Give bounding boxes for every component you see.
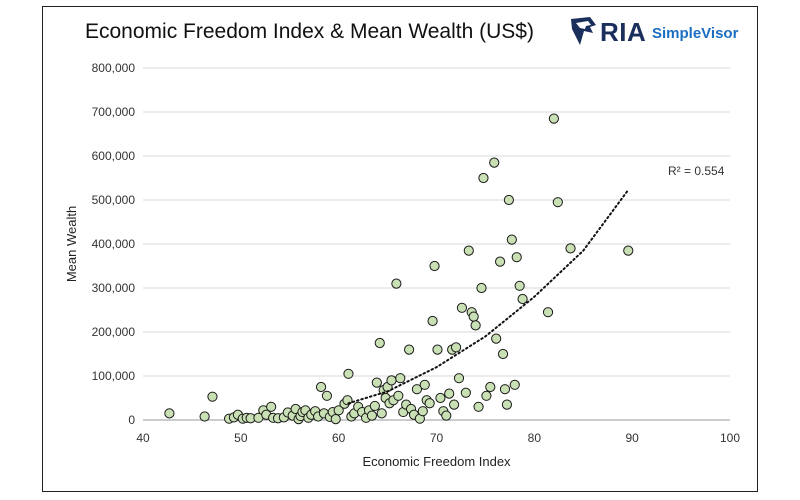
data-point <box>411 384 423 395</box>
data-point <box>542 307 554 318</box>
data-point <box>468 311 479 322</box>
data-point <box>417 406 428 417</box>
data-point <box>376 408 387 419</box>
x-tick-label: 60 <box>332 431 346 445</box>
data-point <box>501 399 513 410</box>
data-point <box>473 401 484 412</box>
data-point <box>478 172 489 184</box>
data-point <box>548 113 560 124</box>
y-tick-label: 200,000 <box>92 325 136 339</box>
chart-title: Economic Freedom Index & Mean Wealth (US… <box>85 20 534 43</box>
data-point <box>491 333 502 344</box>
data-point <box>395 373 406 384</box>
data-point <box>333 405 344 416</box>
data-point <box>321 390 333 401</box>
data-point <box>429 260 440 272</box>
data-point <box>369 400 380 412</box>
data-point <box>456 302 468 313</box>
data-point <box>470 320 481 331</box>
brand-logo: RIA SimpleVisor <box>568 15 743 53</box>
data-point <box>565 243 576 254</box>
data-point <box>427 315 438 327</box>
y-tick-label: 0 <box>128 413 135 427</box>
data-point <box>386 375 397 386</box>
data-point <box>506 234 517 245</box>
data-point <box>444 388 455 399</box>
data-point <box>419 379 430 390</box>
trendline <box>347 190 629 405</box>
data-point <box>207 391 218 402</box>
data-point <box>453 373 465 384</box>
data-point <box>494 256 506 267</box>
data-point <box>511 252 522 263</box>
x-tick-label: 40 <box>136 431 150 445</box>
data-point <box>435 392 446 404</box>
y-tick-label: 400,000 <box>92 237 136 251</box>
eagle-head-icon <box>571 17 596 45</box>
data-point <box>424 398 435 409</box>
data-point <box>366 410 378 421</box>
x-axis-label: Economic Freedom Index <box>362 454 511 469</box>
data-point <box>517 293 528 305</box>
data-point <box>514 280 525 291</box>
data-point <box>441 410 452 421</box>
y-tick-label: 600,000 <box>92 149 136 163</box>
data-point <box>489 157 500 168</box>
data-point <box>432 344 443 355</box>
data-point <box>404 344 415 355</box>
data-point <box>450 342 462 353</box>
x-tick-label: 50 <box>234 431 248 445</box>
data-point <box>164 408 175 419</box>
logo-name-text: SimpleVisor <box>652 25 739 42</box>
data-point <box>463 245 474 256</box>
r-squared-label: R² = 0.554 <box>668 164 725 178</box>
data-point <box>374 337 385 349</box>
data-point <box>460 387 471 398</box>
data-point <box>509 379 520 390</box>
data-point <box>499 384 511 395</box>
data-point <box>476 282 487 294</box>
data-point <box>623 245 634 256</box>
x-tick-label: 90 <box>625 431 639 445</box>
data-point <box>343 368 354 379</box>
x-tick-label: 70 <box>430 431 444 445</box>
data-point <box>449 399 460 410</box>
data-point <box>497 348 509 360</box>
x-tick-label: 100 <box>720 431 740 445</box>
data-point <box>393 390 404 401</box>
y-tick-label: 800,000 <box>92 61 136 75</box>
data-point <box>391 278 402 289</box>
y-tick-label: 500,000 <box>92 193 136 207</box>
data-point <box>199 411 210 422</box>
data-point <box>315 381 327 393</box>
logo-mark-text: RIA <box>600 17 647 47</box>
y-tick-label: 700,000 <box>92 105 136 119</box>
data-point <box>371 377 382 388</box>
data-point <box>485 381 496 393</box>
data-point <box>266 401 277 412</box>
y-tick-label: 300,000 <box>92 281 136 295</box>
y-tick-label: 100,000 <box>92 369 136 383</box>
y-axis-label: Mean Wealth <box>64 206 79 282</box>
x-tick-label: 80 <box>528 431 542 445</box>
data-point <box>552 197 563 208</box>
data-point <box>330 414 341 425</box>
data-point <box>481 390 492 401</box>
data-point <box>503 194 514 206</box>
